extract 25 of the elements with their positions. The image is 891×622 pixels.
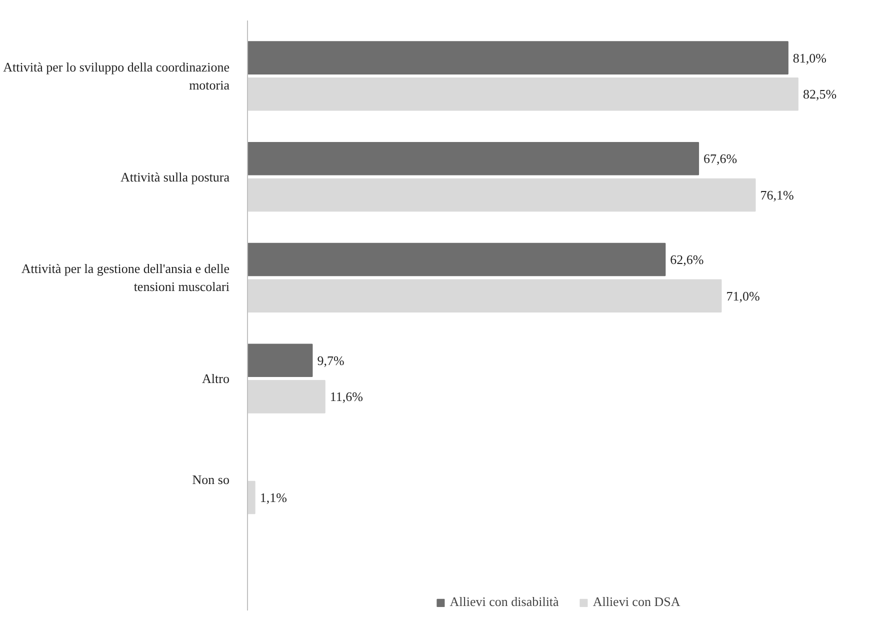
- bar: [248, 279, 722, 312]
- data-label: 1,1%: [260, 490, 288, 506]
- y-tick-label: Attività per la gestione dell'ansia e delle tensioni muscolari: [21, 261, 230, 294]
- data-label: 67,6%: [704, 151, 738, 166]
- data-label: 11,6%: [330, 389, 364, 404]
- legend-label: Allievi con disabilità: [450, 594, 559, 610]
- y-tick-label: Attività per lo sviluppo della coordinazione motoria: [3, 59, 230, 92]
- data-label: 81,0%: [792, 50, 827, 66]
- data-label: 9,7%: [317, 352, 344, 368]
- data-label: 82,5%: [802, 86, 837, 102]
- bar: [248, 242, 666, 276]
- bar: [248, 380, 326, 414]
- bar: [248, 344, 313, 378]
- bar: [248, 178, 756, 212]
- data-label: 71,0%: [726, 288, 760, 304]
- y-tick-label: Attività sulla postura: [120, 169, 230, 184]
- bar: [248, 142, 700, 176]
- bar: [248, 77, 798, 111]
- data-label: 62,6%: [670, 252, 704, 268]
- y-tick-label: Non so: [192, 472, 230, 487]
- bar: [248, 41, 788, 74]
- y-tick-label: Altro: [202, 371, 230, 386]
- bar: [248, 480, 256, 514]
- data-label: 76,1%: [760, 187, 794, 202]
- legend-label: Allievi con DSA: [592, 594, 680, 610]
